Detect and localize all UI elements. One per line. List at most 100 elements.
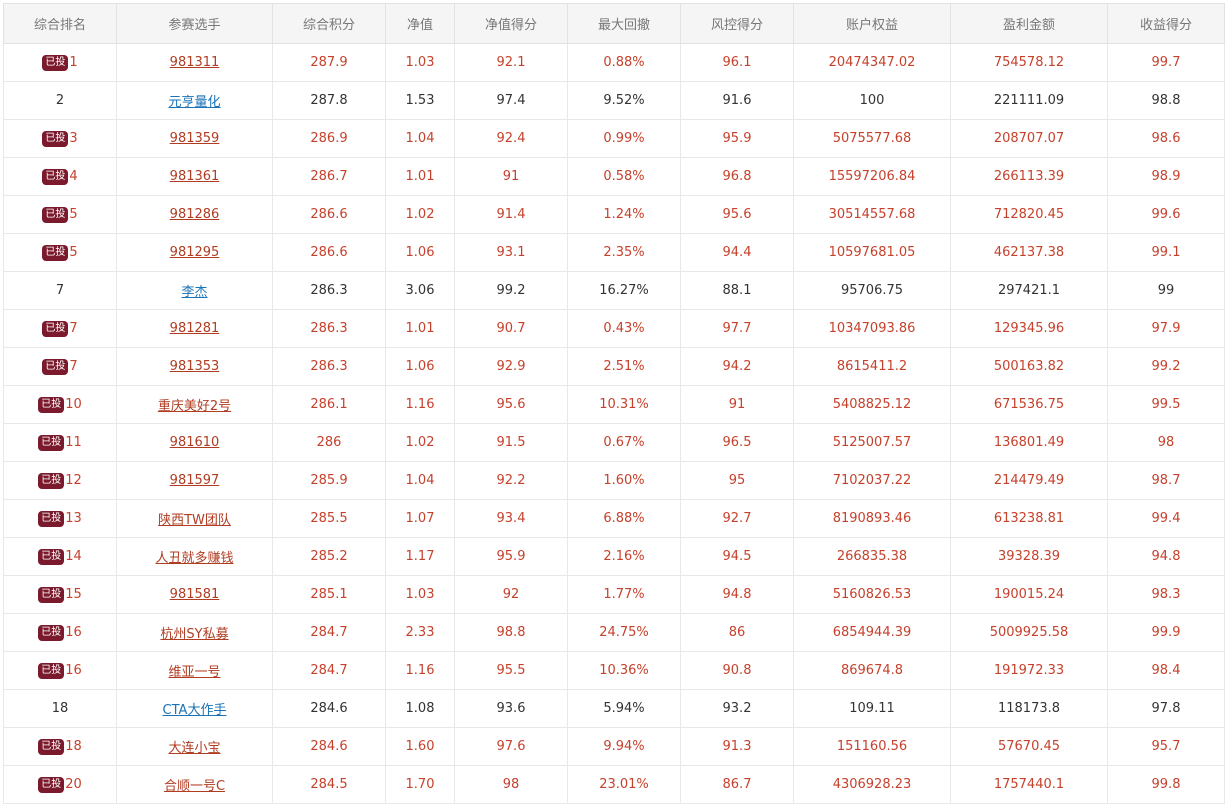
player-link[interactable]: 维亚一号 (168, 665, 221, 680)
nav-cell: 1.04 (385, 461, 455, 500)
profit-cell: 191972.33 (950, 651, 1108, 690)
nav-score-cell: 92.2 (454, 461, 568, 500)
rank-value: 10 (65, 396, 82, 412)
max-drawdown-cell: 1.60% (567, 461, 681, 500)
rank-value: 2 (55, 93, 65, 108)
max-drawdown-cell: 0.67% (567, 423, 681, 462)
return-score-cell: 97.9 (1107, 309, 1225, 348)
table-row: 已投 3 981359 286.9 1.04 92.4 0.99% 95.9 5075577.6… (3, 119, 1225, 158)
return-score-cell: 98.3 (1107, 575, 1225, 614)
player-cell: 981359 (116, 119, 273, 158)
return-score-cell: 98.8 (1107, 81, 1225, 120)
invested-badge: 已投 (38, 776, 65, 793)
rank-value: 4 (69, 168, 78, 184)
invested-badge: 已投 (38, 586, 65, 603)
nav-cell: 1.03 (385, 43, 455, 82)
rank-value: 16 (65, 624, 82, 640)
player-link[interactable]: 981295 (169, 245, 220, 260)
player-cell: 陕西TW团队 (116, 499, 273, 538)
equity-cell: 4306928.23 (793, 765, 951, 804)
total-score-cell: 285.1 (272, 575, 386, 614)
player-link[interactable]: 大连小宝 (168, 741, 221, 756)
equity-cell: 30514557.68 (793, 195, 951, 234)
risk-score-cell: 94.8 (680, 575, 794, 614)
player-link[interactable]: 981311 (169, 55, 220, 70)
max-drawdown-cell: 1.77% (567, 575, 681, 614)
player-cell: 人丑就多赚钱 (116, 537, 273, 576)
rank-value: 3 (69, 130, 78, 146)
max-drawdown-cell: 23.01% (567, 765, 681, 804)
risk-score-cell: 88.1 (680, 271, 794, 310)
risk-score-cell: 95.6 (680, 195, 794, 234)
total-score-cell: 286.3 (272, 347, 386, 386)
invested-badge: 已投 (42, 168, 69, 185)
player-link[interactable]: 人丑就多赚钱 (155, 551, 234, 566)
rank-cell: 已投 18 (3, 727, 117, 766)
max-drawdown-cell: 16.27% (567, 271, 681, 310)
table-row: 已投 18 大连小宝 284.6 1.60 97.6 9.94% 91.3 151160.56 5… (3, 727, 1225, 766)
table-row: 已投 20 合顺一号C 284.5 1.70 98 23.01% 86.7 4306928.23… (3, 765, 1225, 804)
header-nav: 净值 (385, 3, 455, 44)
nav-cell: 1.08 (385, 689, 455, 728)
total-score-cell: 286.3 (272, 271, 386, 310)
player-link[interactable]: 981581 (169, 587, 220, 602)
rank-value: 7 (69, 320, 78, 336)
table-row: 已投 13 陕西TW团队 285.5 1.07 93.4 6.88% 92.7 8190893.… (3, 499, 1225, 538)
return-score-cell: 99.6 (1107, 195, 1225, 234)
table-row: 已投 7 981281 286.3 1.01 90.7 0.43% 97.7 10347093.… (3, 309, 1225, 348)
player-link[interactable]: 陕西TW团队 (158, 513, 231, 528)
max-drawdown-cell: 0.43% (567, 309, 681, 348)
total-score-cell: 286.6 (272, 233, 386, 272)
return-score-cell: 99.7 (1107, 43, 1225, 82)
equity-cell: 8615411.2 (793, 347, 951, 386)
risk-score-cell: 86.7 (680, 765, 794, 804)
player-link[interactable]: 981610 (169, 435, 220, 450)
player-link[interactable]: 981353 (169, 359, 220, 374)
invested-badge: 已投 (38, 510, 65, 527)
invested-badge: 已投 (42, 54, 69, 71)
player-link[interactable]: CTA大作手 (162, 703, 227, 718)
player-cell: 981581 (116, 575, 273, 614)
equity-cell: 869674.8 (793, 651, 951, 690)
return-score-cell: 99.1 (1107, 233, 1225, 272)
nav-score-cell: 93.6 (454, 689, 568, 728)
player-link[interactable]: 合顺一号C (163, 779, 226, 794)
player-link[interactable]: 981361 (169, 169, 220, 184)
max-drawdown-cell: 10.36% (567, 651, 681, 690)
max-drawdown-cell: 9.94% (567, 727, 681, 766)
nav-cell: 1.04 (385, 119, 455, 158)
rank-cell: 已投 11 (3, 423, 117, 462)
player-link[interactable]: 981281 (169, 321, 220, 336)
rank-cell: 已投 12 (3, 461, 117, 500)
player-link[interactable]: 杭州SY私募 (160, 627, 229, 642)
player-link[interactable]: 元亨量化 (168, 95, 221, 110)
rank-cell: 已投 5 (3, 233, 117, 272)
nav-cell: 1.53 (385, 81, 455, 120)
equity-cell: 8190893.46 (793, 499, 951, 538)
equity-cell: 5075577.68 (793, 119, 951, 158)
player-link[interactable]: 981597 (169, 473, 220, 488)
player-link[interactable]: 李杰 (181, 285, 208, 300)
return-score-cell: 98.4 (1107, 651, 1225, 690)
risk-score-cell: 95.9 (680, 119, 794, 158)
nav-cell: 1.07 (385, 499, 455, 538)
profit-cell: 221111.09 (950, 81, 1108, 120)
header-profit: 盈利金额 (950, 3, 1108, 44)
equity-cell: 15597206.84 (793, 157, 951, 196)
nav-score-cell: 99.2 (454, 271, 568, 310)
nav-cell: 2.33 (385, 613, 455, 652)
profit-cell: 118173.8 (950, 689, 1108, 728)
player-link[interactable]: 重庆美好2号 (157, 399, 232, 414)
invested-badge: 已投 (42, 320, 69, 337)
return-score-cell: 99.4 (1107, 499, 1225, 538)
header-row: 综合排名 参赛选手 综合积分 净值 净值得分 最大回撤 风控得分 账户权益 盈利… (3, 3, 1225, 44)
rank-value: 11 (65, 434, 82, 450)
player-link[interactable]: 981359 (169, 131, 220, 146)
nav-score-cell: 97.4 (454, 81, 568, 120)
max-drawdown-cell: 2.16% (567, 537, 681, 576)
player-link[interactable]: 981286 (169, 207, 220, 222)
rank-value: 1 (69, 54, 78, 70)
max-drawdown-cell: 0.58% (567, 157, 681, 196)
equity-cell: 109.11 (793, 689, 951, 728)
nav-cell: 1.70 (385, 765, 455, 804)
